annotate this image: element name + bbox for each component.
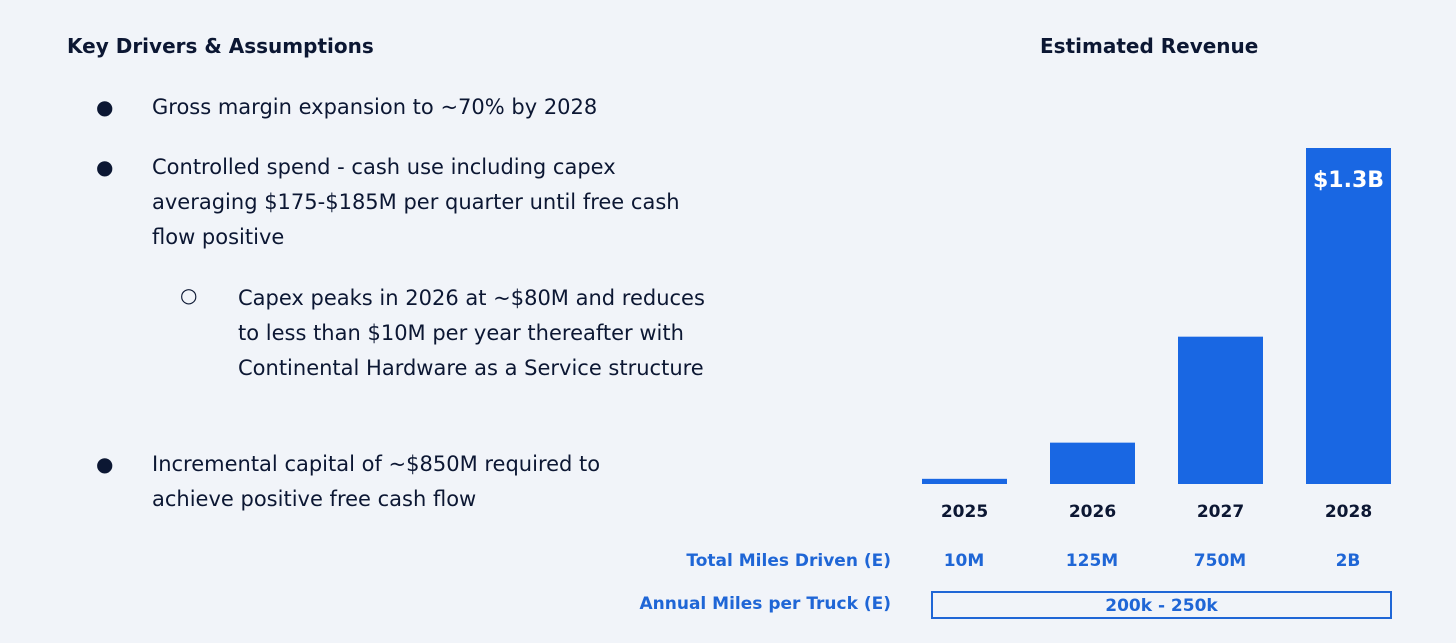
bar-2026 <box>1050 442 1135 484</box>
x-tick-label-2025: 2025 <box>941 502 988 522</box>
annual-miles-range-box: 200k - 250k <box>931 591 1392 619</box>
bullet-incremental-capital: Incremental capital of ~$850M required t… <box>152 452 601 511</box>
bullet-gross-margin: Gross margin expansion to ~70% by 2028 <box>152 95 598 119</box>
bullet-dot: ● <box>96 155 114 179</box>
x-tick-label-2028: 2028 <box>1325 502 1372 522</box>
sub-bullet-capex: Capex peaks in 2026 at ~$80M and reduces… <box>238 286 705 380</box>
total-miles-value-2025: 10M <box>943 551 985 571</box>
chart-title: Estimated Revenue <box>1040 34 1259 58</box>
total-miles-value-2027: 750M <box>1193 551 1247 571</box>
bar-2025 <box>922 478 1007 484</box>
revenue-bar-chart: 2025 2026 2027 2028 $1.3B <box>922 148 1391 522</box>
annual-miles-label: Annual Miles per Truck (E) <box>639 594 892 614</box>
sub-bullet-circle: ○ <box>180 283 198 307</box>
bullet-controlled-spend: Controlled spend - cash use including ca… <box>152 155 680 249</box>
total-miles-label: Total Miles Driven (E) <box>686 551 891 571</box>
bar-2027 <box>1178 336 1263 484</box>
total-miles-value-2026: 125M <box>1065 551 1119 571</box>
x-tick-label-2027: 2027 <box>1197 502 1244 522</box>
bullet-dot: ● <box>96 452 114 476</box>
bullet-dot: ● <box>96 95 114 119</box>
x-tick-label-2026: 2026 <box>1069 502 1116 522</box>
data-label-2028: $1.3B <box>1313 168 1384 193</box>
bar-2028 <box>1306 148 1391 484</box>
key-drivers-heading: Key Drivers & Assumptions <box>67 34 374 58</box>
total-miles-value-2028: 2B <box>1335 551 1361 571</box>
